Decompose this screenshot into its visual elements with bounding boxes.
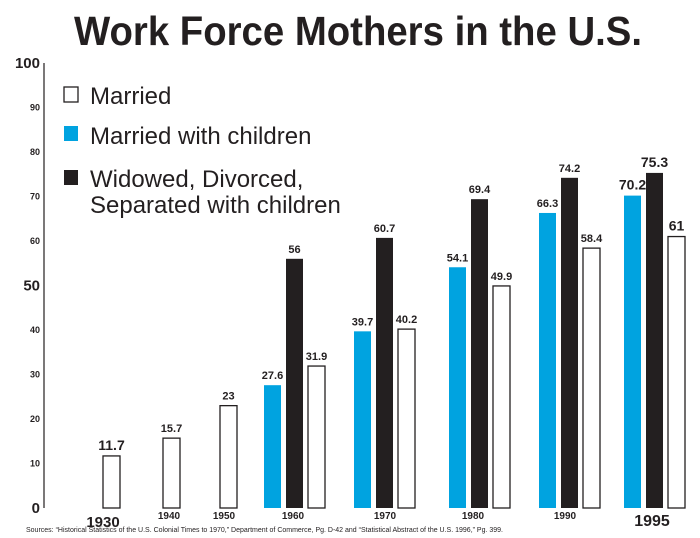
x-tick-label: 1990 (554, 511, 577, 522)
y-tick-label: 90 (30, 103, 40, 113)
y-tick-label: 80 (30, 147, 40, 157)
bar (471, 199, 488, 509)
bar-value-label: 75.3 (641, 154, 668, 170)
bar (561, 177, 578, 508)
x-tick-label: 1950 (213, 511, 236, 522)
bar-value-label: 70.2 (619, 177, 646, 193)
bar (539, 212, 556, 508)
bar (646, 172, 663, 509)
source-note: Sources: “Historical Statistics of the U… (26, 527, 503, 534)
bar-value-label: 61 (669, 218, 685, 234)
bar-value-label: 69.4 (469, 184, 491, 196)
bar-value-label: 54.1 (447, 252, 468, 264)
legend: Married Married with children Widowed, D… (63, 83, 341, 219)
value-labels: 11.7 15.7 23 27.6 56 31.9 39.7 60.7 40.2 54.1 69.4… (98, 154, 684, 453)
bar (307, 365, 326, 509)
bar-value-label: 60.7 (374, 223, 395, 235)
bar-value-label: 49.9 (491, 271, 512, 283)
bar (354, 331, 371, 508)
bar-value-label: 31.9 (306, 351, 327, 363)
legend-label-married-with-children: Married with children (90, 123, 311, 150)
legend-label-widowed-line1: Widowed, Divorced, (90, 166, 303, 193)
x-tick-label: 1940 (158, 511, 181, 522)
legend-swatch-married (63, 86, 79, 103)
x-axis-labels: 1930 1940 1950 1960 1970 1980 1990 1995 (86, 511, 670, 531)
legend-label-married: Married (90, 83, 171, 110)
legend-swatch-widowed-divorced-separated (64, 170, 78, 185)
bar-value-label: 66.3 (537, 198, 558, 210)
y-tick-label: 50 (23, 278, 40, 295)
bars (102, 172, 686, 509)
bar-value-label: 15.7 (161, 423, 182, 435)
bar (264, 385, 281, 508)
bar (667, 235, 686, 509)
bar-value-label: 27.6 (262, 370, 283, 382)
bar (492, 285, 511, 509)
bar-value-label: 39.7 (352, 316, 373, 328)
y-tick-label: 30 (30, 370, 40, 380)
bar-value-label: 74.2 (559, 163, 580, 175)
x-tick-label: 1970 (374, 511, 397, 522)
x-tick-label: 1930 (86, 514, 119, 531)
y-axis-ticks: 0 10 20 30 40 50 60 70 80 90 100 (15, 55, 40, 517)
bar (397, 328, 416, 509)
y-tick-label: 20 (30, 414, 40, 424)
bar (102, 455, 121, 509)
bar (162, 437, 181, 509)
y-tick-label: 0 (32, 500, 40, 517)
x-tick-label: 1980 (462, 511, 485, 522)
legend-label-widowed-line2: Separated with children (90, 192, 341, 219)
y-tick-label: 100 (15, 55, 40, 72)
bar-value-label: 56 (288, 244, 300, 256)
chart-title: Work Force Mothers in the U.S. (74, 8, 642, 54)
x-tick-label: 1995 (634, 513, 670, 530)
bar (449, 267, 466, 508)
y-tick-label: 60 (30, 236, 40, 246)
y-tick-label: 10 (30, 459, 40, 469)
bar (286, 258, 303, 508)
bar (219, 404, 238, 509)
bar-value-label: 40.2 (396, 314, 417, 326)
bar (582, 247, 601, 509)
y-tick-label: 70 (30, 192, 40, 202)
x-tick-label: 1960 (282, 511, 305, 522)
legend-swatch-married-with-children (64, 126, 78, 141)
y-tick-label: 40 (30, 325, 40, 335)
bar-value-label: 23 (222, 391, 234, 403)
bar (624, 195, 641, 509)
bar (376, 237, 393, 508)
bar-value-label: 58.4 (581, 233, 603, 245)
bar-value-label: 11.7 (98, 437, 125, 453)
